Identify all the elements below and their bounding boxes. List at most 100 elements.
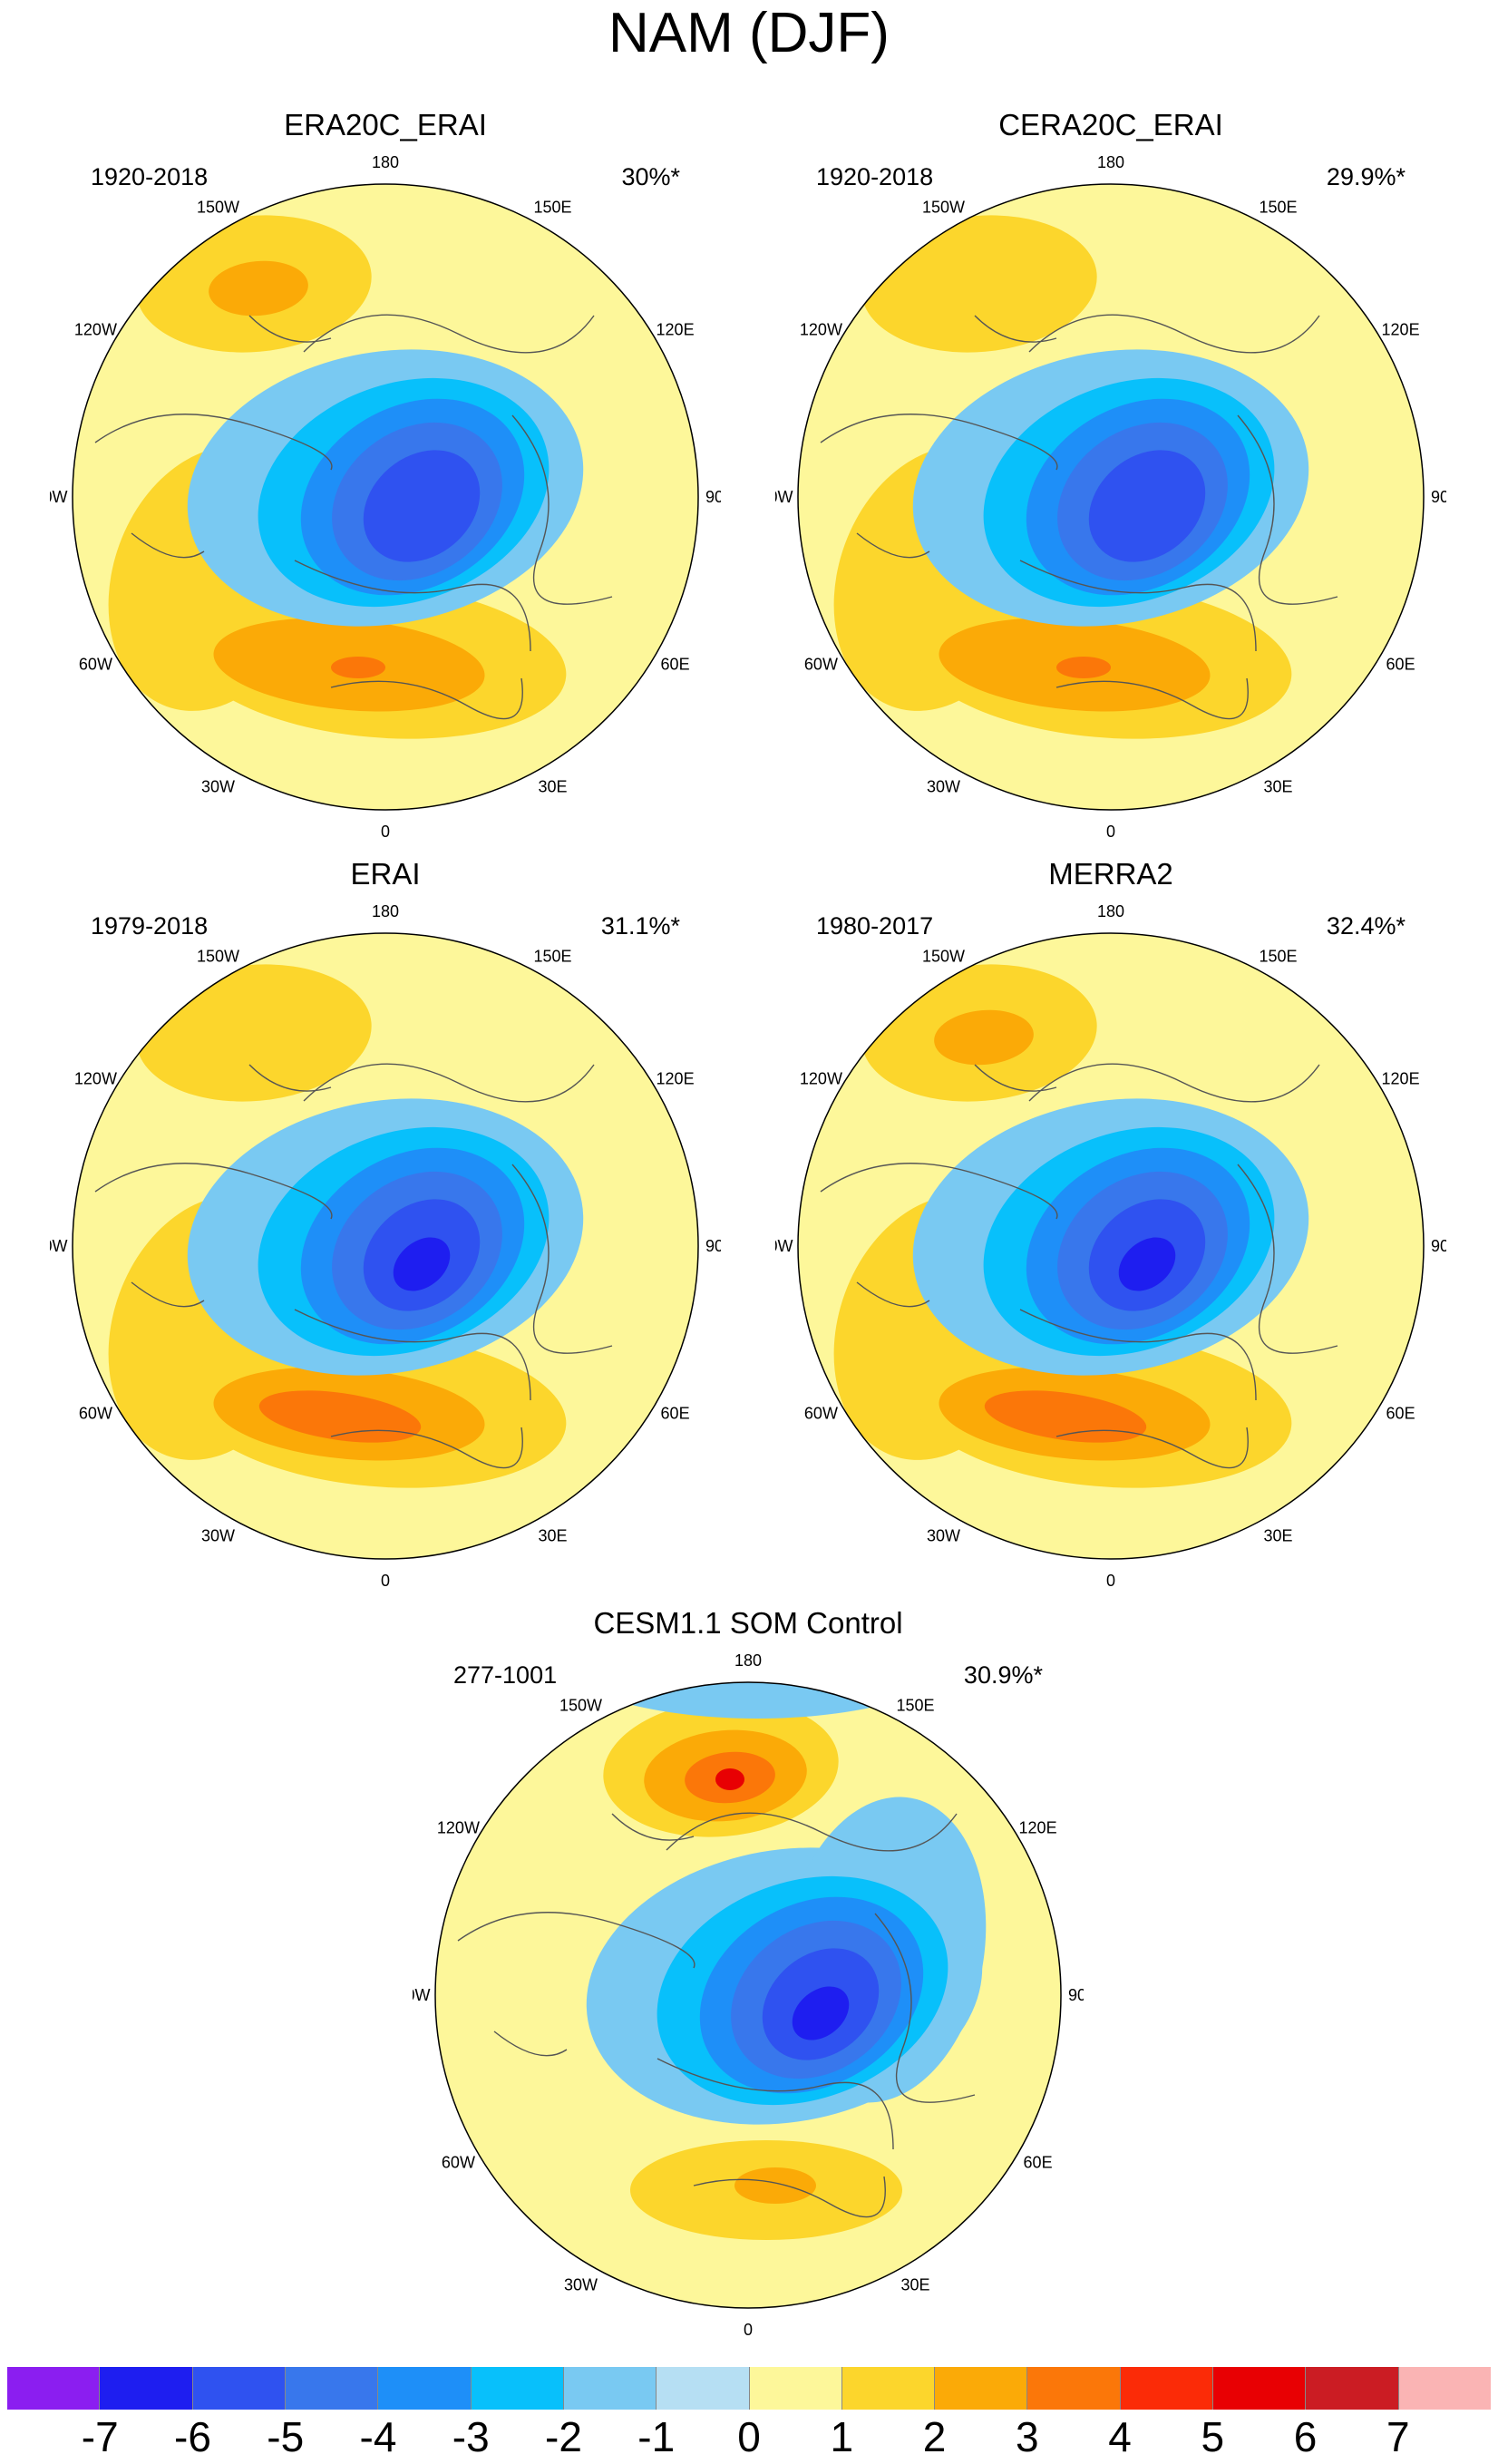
longitude-label: 90E [1068, 1986, 1084, 2004]
longitude-label: 150E [1259, 198, 1297, 216]
coastline [611, 1813, 695, 1841]
coastline [303, 314, 595, 354]
coastline [294, 1309, 531, 1401]
arctic-negative-contour [393, 1237, 451, 1291]
map-boundary [72, 183, 699, 811]
longitude-label: 150W [922, 947, 965, 965]
longitude-label: 0 [1106, 823, 1115, 841]
coastline [693, 2176, 886, 2218]
longitude-label: 90W [775, 1237, 793, 1255]
longitude-label: 30E [538, 778, 567, 796]
longitude-label: 180 [372, 153, 399, 171]
coastline [974, 315, 1057, 343]
map-panel: 180 150E 120E 90E 60E 30E 0 30W 60W 90W 120W 150W M… [775, 856, 1446, 1600]
coastline [511, 1164, 613, 1354]
colorbar-tick-label: -6 [174, 2413, 211, 2460]
longitude-label: 60E [1024, 2154, 1053, 2172]
longitude-label: 120W [74, 1070, 117, 1088]
coastline [657, 2058, 894, 2150]
panel-period: 1980-2017 [816, 912, 934, 940]
longitude-label: 180 [734, 1651, 762, 1670]
longitude-label: 120E [657, 321, 695, 339]
coastline [1019, 1309, 1257, 1401]
colorbar-box [841, 2367, 936, 2410]
longitude-label: 150W [922, 198, 965, 216]
coastline [457, 1912, 696, 1969]
panel-title: ERAI [350, 857, 421, 891]
longitude-label: 90W [413, 1986, 431, 2004]
map-panel: 180 150E 120E 90E 60E 30E 0 30W 60W 90W 120W 150W E… [50, 107, 721, 851]
colorbar-tick-label: -5 [267, 2413, 305, 2460]
polar-map: 180 150E 120E 90E 60E 30E 0 30W 60W 90W 120W 150W [50, 902, 721, 1590]
pacific-positive-contour [136, 964, 372, 1102]
longitude-label: 120E [1019, 1819, 1057, 1837]
coastline [1055, 677, 1249, 720]
colorbar-box [1120, 2367, 1214, 2410]
colorbar-box [1398, 2367, 1491, 2410]
coastline [1237, 414, 1338, 605]
colorbar-box [378, 2367, 472, 2410]
longitude-label: 120W [800, 1070, 842, 1088]
longitude-label: 150E [896, 1696, 934, 1714]
arctic-negative-contour [1118, 1237, 1176, 1291]
longitude-label: 90E [705, 1237, 721, 1255]
colorbar-labels: -7 -6 -5 -4 -3 -2 -1 0 1 2 3 4 5 6 7 [7, 2412, 1491, 2460]
coastline [874, 1913, 976, 2103]
coastline [511, 414, 613, 605]
panel-variance: 31.1%* [600, 912, 680, 940]
coastline [820, 1163, 1058, 1220]
pacific-positive-contour [209, 260, 308, 317]
longitude-label: 120E [657, 1070, 695, 1088]
longitude-label: 60E [661, 1405, 690, 1423]
longitude-label: 0 [381, 1572, 390, 1590]
colorbar-tick-label: 0 [737, 2413, 761, 2460]
colorbar-box [563, 2367, 657, 2410]
longitude-label: 30E [1263, 778, 1292, 796]
pacific-positive-contour [861, 215, 1097, 353]
panel-period: 277-1001 [453, 1661, 558, 1689]
coastline [1028, 314, 1320, 354]
longitude-label: 30W [201, 778, 235, 796]
colorbar-box [1306, 2367, 1399, 2410]
coastline [248, 315, 332, 343]
longitude-label: 0 [381, 823, 390, 841]
colorbar-tick-label: -1 [637, 2413, 676, 2460]
longitude-label: 60W [804, 656, 838, 674]
map-panel: 180 150E 120E 90E 60E 30E 0 30W 60W 90W 120W 150W C… [775, 107, 1446, 851]
colorbar [7, 2367, 1491, 2410]
coastline [294, 560, 531, 652]
coastline [1055, 1427, 1249, 1469]
atlantic-positive-contour [1056, 657, 1111, 678]
longitude-label: 150E [533, 947, 571, 965]
longitude-label: 30E [900, 2276, 929, 2294]
panel-variance: 29.9%* [1326, 163, 1406, 190]
longitude-label: 90E [1431, 488, 1446, 506]
colorbar-tick-label: 2 [922, 2413, 947, 2460]
longitude-label: 60E [1386, 656, 1415, 674]
coastline [856, 532, 930, 559]
longitude-label: 90E [1431, 1237, 1446, 1255]
longitude-label: 90W [50, 1237, 68, 1255]
longitude-label: 60E [661, 656, 690, 674]
colorbar-tick-label: -3 [452, 2413, 490, 2460]
longitude-label: 30E [1263, 1527, 1292, 1545]
colorbar-tick-label: -2 [545, 2413, 582, 2460]
colorbar-tick-label: -4 [359, 2413, 397, 2460]
coastline [493, 2031, 568, 2057]
panel-period: 1979-2018 [91, 912, 209, 940]
longitude-label: 60W [804, 1405, 838, 1423]
longitude-label: 90W [775, 488, 793, 506]
longitude-label: 0 [744, 2321, 753, 2339]
polar-map: 180 150E 120E 90E 60E 30E 0 30W 60W 90W 120W 150W [50, 153, 721, 841]
atlantic-positive-contour [331, 657, 385, 678]
longitude-label: 120E [1382, 1070, 1420, 1088]
map-panel: 180 150E 120E 90E 60E 30E 0 30W 60W 90W 120W 150W E… [50, 856, 721, 1600]
colorbar-box [1213, 2367, 1307, 2410]
panel-title: MERRA2 [1048, 857, 1173, 891]
coastline [1237, 1164, 1338, 1354]
panel-title: CESM1.1 SOM Control [593, 1606, 903, 1640]
longitude-label: 150W [197, 198, 239, 216]
coastline [94, 414, 333, 471]
colorbar-box [285, 2367, 379, 2410]
coastline [303, 1063, 595, 1103]
